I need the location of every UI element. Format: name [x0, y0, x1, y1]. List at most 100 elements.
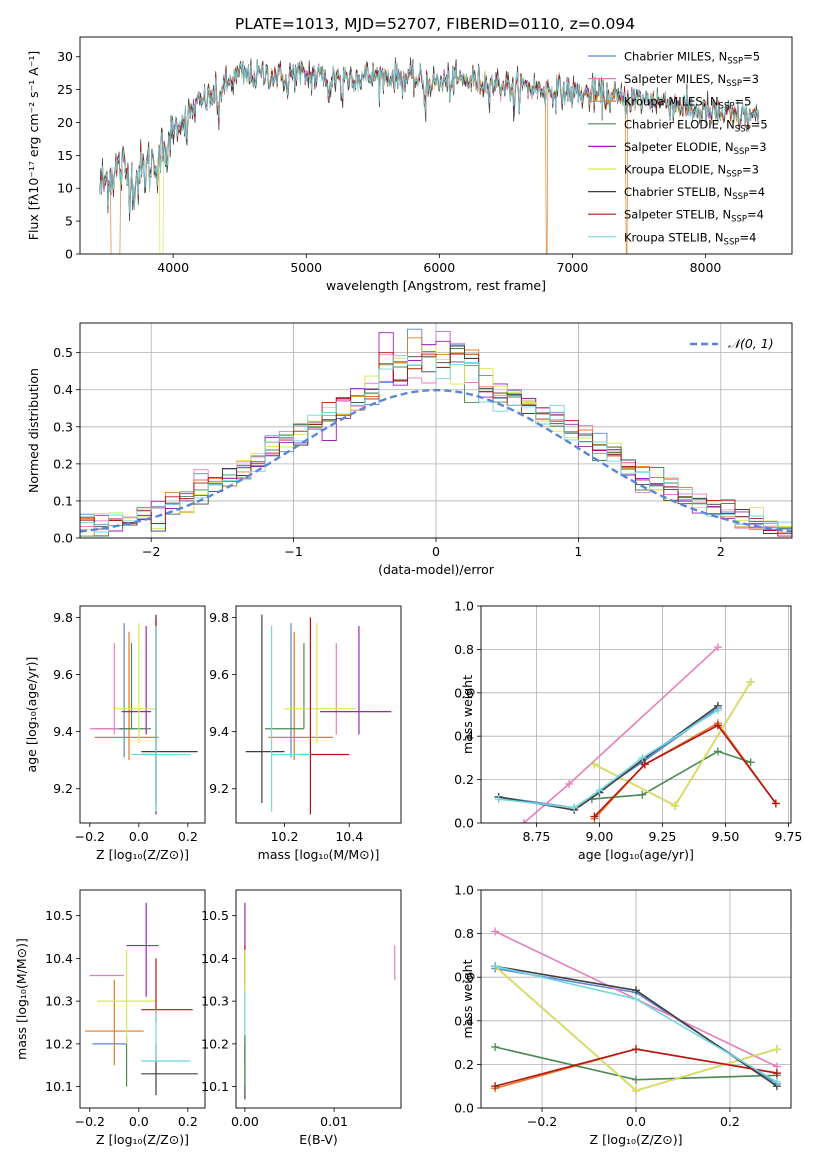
errorbar-group: [245, 614, 392, 815]
y-axis-label: Flux [fλ10⁻¹⁷ erg cm⁻² s⁻¹ A⁻¹]: [26, 51, 41, 240]
y-tick-label: 9.8: [209, 610, 229, 625]
legend-text: Salpeter MILES, N: [624, 72, 726, 86]
legend-text: Chabrier STELIB, N: [624, 185, 732, 199]
x-axis-label: Z [log₁₀(Z/Z⊙)]: [590, 1132, 683, 1147]
y-tick-label: 0.4: [53, 382, 73, 397]
x-tick-label: 10.4: [335, 829, 363, 844]
spectrum-series: [99, 59, 760, 214]
y-tick-label: 5: [65, 214, 73, 229]
normal-curve: [80, 388, 792, 533]
y-tick-label: 0.2: [53, 456, 73, 471]
axes-frame: [79, 322, 793, 539]
legend-entry: 𝒩(0, 1): [728, 336, 774, 351]
weight-lines: [491, 927, 781, 1095]
y-tick-label: 0.4: [454, 729, 474, 744]
legend-subscript: SSP: [726, 79, 742, 89]
y-tick-label: 1.0: [454, 883, 474, 898]
x-tick-label: −0.2: [75, 1114, 105, 1129]
x-tick-label: 10.2: [271, 829, 299, 844]
x-tick-label: 0.00: [231, 1114, 259, 1129]
x-tick-label: 9.25: [649, 829, 677, 844]
x-tick-label: 0.0: [129, 829, 149, 844]
y-tick-label: 10: [57, 181, 73, 196]
y-tick-label: 0.6: [454, 970, 474, 985]
legend-count: =4: [747, 208, 764, 222]
histogram-series: [80, 354, 792, 538]
axes-frame: [79, 605, 206, 824]
legend-text: Salpeter STELIB, N: [624, 208, 731, 222]
y-tick-label: 0.2: [454, 772, 474, 787]
axes-frame: [235, 889, 402, 1109]
y-tick-label: 15: [57, 148, 73, 163]
axes-frame: [79, 36, 793, 255]
legend-subscript: SSP: [719, 102, 735, 112]
legend-text: Chabrier MILES, N: [624, 50, 727, 64]
x-tick-label: 9.75: [775, 829, 803, 844]
legend-text: Chabrier ELODIE, N: [624, 117, 735, 131]
x-tick-label: −0.2: [75, 829, 105, 844]
legend-subscript: SSP: [735, 124, 751, 134]
legend-count: =3: [742, 72, 759, 86]
x-tick-label: 0: [432, 544, 440, 559]
weight-lines: [494, 643, 780, 823]
y-tick-label: 0.0: [454, 816, 474, 831]
legend-count: =5: [751, 117, 768, 131]
y-axis-label: mass [log₁₀(M/M⊙)]: [14, 938, 29, 1060]
y-axis-label: Normed distribution: [26, 368, 41, 493]
axes-frame: [235, 605, 402, 824]
axes-frame: [79, 889, 206, 1109]
x-tick-label: 2: [717, 544, 725, 559]
spectrum-lines: [99, 57, 760, 254]
legend-entry: Kroupa ELODIE, NSSP=3: [624, 163, 759, 180]
weight-series: [594, 681, 752, 807]
legend-count: =3: [742, 163, 759, 177]
y-tick-label: 0.8: [454, 926, 474, 941]
legend-text: Kroupa ELODIE, N: [624, 163, 726, 177]
legend-text: Kroupa MILES, N: [624, 95, 719, 109]
x-tick-label: −0.2: [527, 1114, 557, 1129]
x-tick-label: 1: [574, 544, 582, 559]
y-tick-label: 9.4: [209, 724, 229, 739]
legend-subscript: SSP: [732, 192, 748, 202]
y-tick-label: 0.5: [53, 345, 73, 360]
x-tick-label: 8.75: [523, 829, 551, 844]
x-axis-label: age [log₁₀(age/yr)]: [578, 847, 694, 862]
y-tick-label: 9.2: [209, 781, 229, 796]
legend-entry: Chabrier MILES, NSSP=5: [624, 50, 760, 67]
x-axis-label: wavelength [Angstrom, rest frame]: [326, 278, 546, 293]
y-tick-label: 0.6: [454, 685, 474, 700]
y-axis-label: mass weight: [460, 959, 475, 1038]
figure-title: PLATE=1013, MJD=52707, FIBERID=0110, z=0…: [235, 15, 635, 33]
y-tick-label: 9.6: [53, 667, 73, 682]
x-tick-label: 0.2: [178, 1114, 198, 1129]
y-tick-label: 0: [65, 247, 73, 262]
weight-series: [594, 681, 752, 807]
errorbar-group: [244, 902, 396, 1100]
y-tick-label: 30: [57, 49, 73, 64]
legend-count: =4: [748, 185, 765, 199]
x-axis-label: Z [log₁₀(Z/Z⊙)]: [96, 847, 189, 862]
legend-entry: Salpeter ELODIE, NSSP=3: [624, 140, 767, 157]
y-tick-label: 9.8: [53, 610, 73, 625]
errorbar-group: [84, 902, 198, 1096]
x-tick-label: 0.2: [178, 829, 198, 844]
y-tick-label: 9.2: [53, 781, 73, 796]
x-tick-label: 5000: [290, 260, 322, 275]
x-tick-label: 9.00: [586, 829, 614, 844]
legend-entry: Chabrier STELIB, NSSP=4: [624, 185, 765, 202]
y-tick-label: 0.3: [53, 419, 73, 434]
x-tick-label: 4000: [157, 260, 189, 275]
x-tick-label: 0.0: [129, 1114, 149, 1129]
legend-count: =4: [739, 230, 756, 244]
x-tick-label: 9.50: [712, 829, 740, 844]
y-tick-label: 0.0: [454, 1101, 474, 1116]
y-tick-label: 0.4: [454, 1013, 474, 1028]
histogram-steps: [80, 328, 792, 538]
y-tick-label: 10.1: [201, 1079, 229, 1094]
errorbar-group: [89, 614, 198, 815]
y-tick-label: 1.0: [454, 599, 474, 614]
y-tick-label: 0.0: [53, 531, 73, 546]
legend-subscript: SSP: [724, 237, 740, 247]
legend-count: =5: [734, 95, 751, 109]
